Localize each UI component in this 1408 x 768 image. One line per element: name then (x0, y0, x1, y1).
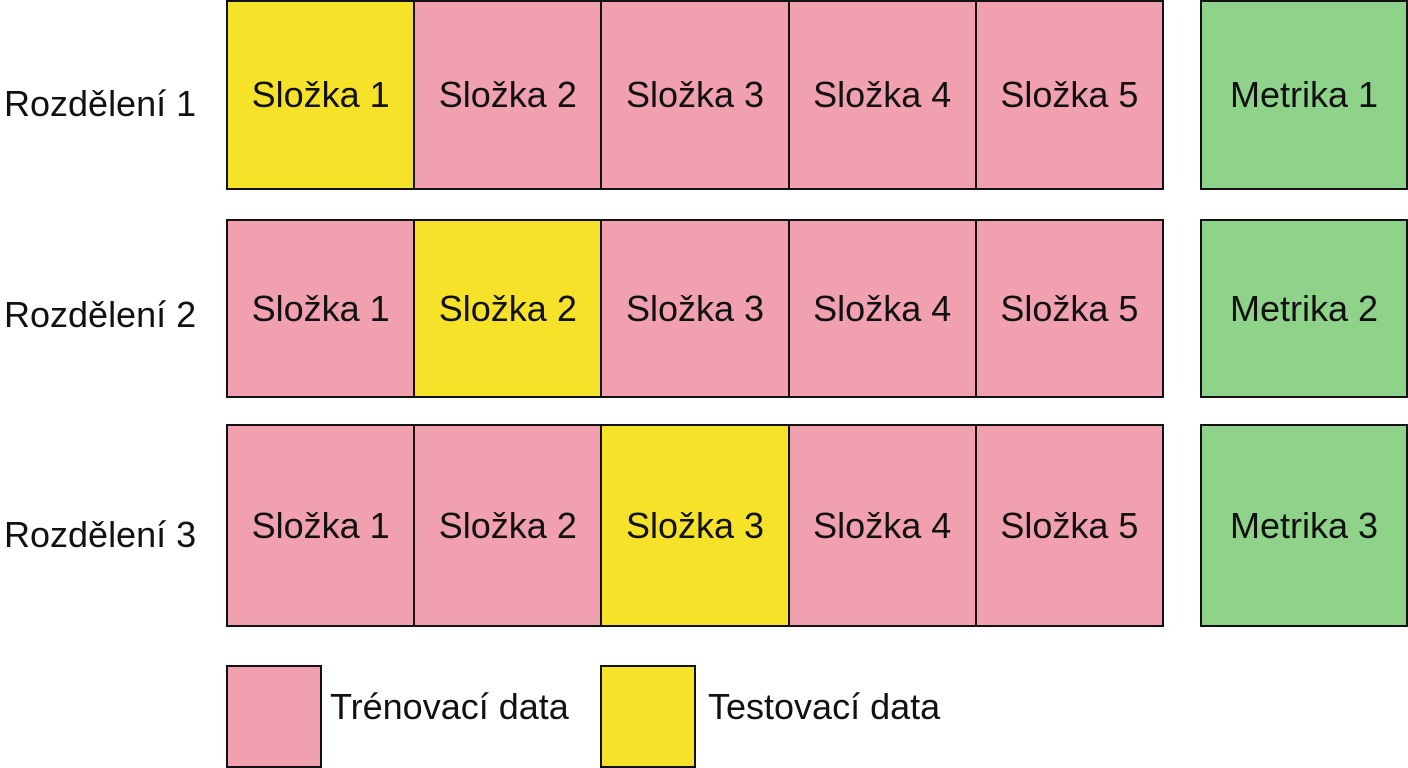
split-row-1: Složka 1 Složka 2 Složka 3 Složka 4 Slož… (226, 0, 1164, 190)
metric-box-2: Metrika 2 (1200, 219, 1408, 398)
metric-box-3: Metrika 3 (1200, 424, 1408, 627)
fold-cell: Složka 2 (413, 221, 601, 396)
split-label-3: Rozdělení 3 (4, 514, 197, 555)
fold-cell: Složka 1 (228, 221, 414, 396)
legend-label-training: Trénovací data (330, 686, 569, 727)
fold-cell: Složka 1 (228, 426, 414, 625)
split-row-3: Složka 1 Složka 2 Složka 3 Složka 4 Slož… (226, 424, 1164, 627)
split-row-2: Složka 1 Složka 2 Složka 3 Složka 4 Slož… (226, 219, 1164, 398)
metric-box-1: Metrika 1 (1200, 0, 1408, 190)
fold-cell: Složka 2 (413, 2, 601, 188)
fold-cell: Složka 2 (413, 426, 601, 625)
fold-cell: Složka 1 (228, 2, 414, 188)
legend-swatch-testing (600, 665, 696, 768)
fold-cell: Složka 3 (600, 426, 788, 625)
fold-cell: Složka 5 (974, 2, 1163, 188)
fold-cell: Složka 5 (974, 221, 1163, 396)
fold-cell: Složka 5 (974, 426, 1163, 625)
split-label-1: Rozdělení 1 (4, 83, 197, 124)
fold-cell: Složka 4 (787, 426, 975, 625)
fold-cell: Složka 3 (600, 221, 788, 396)
legend-swatch-training (226, 665, 322, 768)
fold-cell: Složka 3 (600, 2, 788, 188)
fold-cell: Složka 4 (787, 221, 975, 396)
legend-label-testing: Testovací data (708, 686, 941, 727)
split-label-2: Rozdělení 2 (4, 294, 197, 335)
fold-cell: Složka 4 (787, 2, 975, 188)
